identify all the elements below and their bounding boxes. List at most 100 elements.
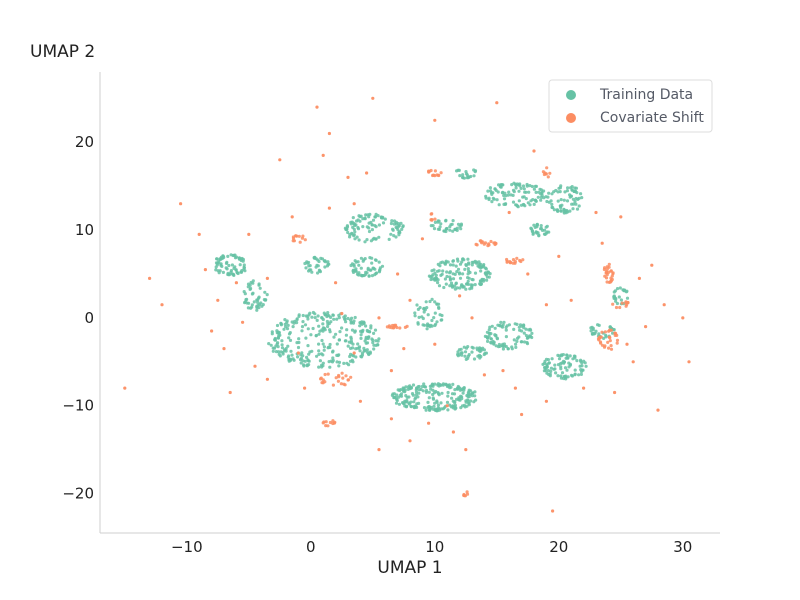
training-data-point — [240, 269, 244, 273]
training-data-point — [374, 212, 378, 216]
covariate-shift-point — [321, 153, 325, 157]
training-data-point — [565, 353, 569, 357]
training-data-point — [317, 342, 321, 346]
training-data-point — [351, 216, 355, 220]
training-data-point — [453, 400, 457, 404]
training-data-point — [522, 340, 527, 344]
training-data-point — [305, 355, 309, 359]
training-data-point — [416, 395, 420, 399]
training-data-point — [432, 404, 436, 408]
training-data-point — [289, 349, 293, 353]
training-data-point — [467, 390, 471, 394]
covariate-shift-point — [339, 382, 343, 386]
training-data-point — [463, 267, 467, 271]
training-data-point — [451, 259, 455, 263]
covariate-shift-point — [319, 377, 323, 381]
training-data-point — [321, 353, 325, 357]
training-data-point — [431, 224, 435, 228]
covariate-shift-point — [247, 232, 251, 236]
training-data-point — [444, 259, 448, 263]
training-data-point — [354, 269, 358, 273]
legend-box — [548, 79, 713, 133]
covariate-shift-point — [546, 175, 550, 179]
training-data-point — [405, 395, 409, 399]
training-data-point — [318, 359, 322, 363]
covariate-shift-point — [520, 412, 524, 417]
training-data-point — [351, 221, 355, 225]
training-data-point — [361, 259, 365, 263]
training-data-point — [214, 265, 218, 269]
training-data-point — [448, 278, 452, 282]
covariate-shift-point — [433, 169, 437, 173]
x-tick-label: −10 — [171, 538, 203, 556]
training-data-point — [448, 225, 452, 229]
training-data-point — [259, 301, 263, 305]
training-data-point — [426, 400, 430, 404]
training-data-point — [370, 223, 374, 227]
training-data-point — [467, 276, 471, 280]
training-data-point — [355, 272, 360, 276]
training-data-point — [514, 186, 518, 190]
training-data-point — [417, 315, 421, 319]
training-data-point — [522, 331, 526, 335]
training-data-point — [554, 371, 558, 375]
covariate-shift-point — [544, 303, 549, 307]
training-data-point — [335, 317, 339, 321]
training-data-point — [459, 347, 463, 351]
training-data-point — [566, 186, 570, 190]
legend-marker-training-data — [566, 90, 576, 100]
training-data-point — [359, 273, 363, 277]
training-data-point — [444, 227, 448, 231]
covariate-shift-point — [551, 509, 555, 513]
training-data-point — [281, 352, 285, 356]
training-data-point — [451, 382, 455, 386]
training-data-point — [487, 275, 491, 279]
training-data-point — [527, 190, 531, 194]
training-data-point — [326, 311, 330, 315]
training-data-point — [326, 313, 330, 317]
training-data-point — [451, 263, 455, 267]
training-data-point — [300, 325, 305, 329]
training-data-point — [323, 259, 327, 263]
training-data-point — [217, 259, 221, 263]
covariate-shift-point — [501, 369, 505, 373]
training-data-point — [562, 208, 566, 212]
training-data-point — [515, 203, 519, 207]
training-data-point — [563, 190, 567, 194]
training-data-point — [444, 219, 448, 223]
covariate-shift-point — [631, 360, 635, 364]
training-data-point — [331, 313, 335, 317]
x-ticks: −10 0 10 20 30 — [171, 538, 692, 556]
training-data-point — [413, 314, 417, 318]
training-data-point — [436, 406, 440, 410]
covariate-shift-point — [291, 235, 295, 239]
training-data-point — [612, 296, 616, 300]
training-data-point — [459, 227, 463, 231]
x-axis-title: UMAP 1 — [377, 558, 442, 578]
training-data-point — [433, 300, 437, 304]
training-data-point — [377, 270, 382, 274]
training-data-point — [432, 268, 436, 272]
training-data-point — [480, 265, 484, 269]
training-data-point — [580, 196, 584, 200]
training-data-point — [328, 330, 332, 334]
training-data-point — [525, 182, 529, 187]
covariate-shift-point — [602, 267, 607, 272]
training-data-point — [402, 386, 406, 391]
training-data-point — [381, 221, 386, 225]
training-data-point — [448, 263, 453, 267]
training-data-point — [615, 301, 620, 306]
training-data-point — [487, 197, 491, 202]
training-data-point — [424, 390, 428, 394]
training-data-point — [502, 342, 506, 346]
training-data-point — [344, 333, 348, 337]
training-data-point — [504, 194, 508, 198]
training-data-point — [556, 199, 560, 203]
covariate-shift-point — [430, 212, 434, 216]
y-axis-title: UMAP 2 — [30, 42, 95, 62]
training-data-point — [472, 174, 476, 178]
training-data-point — [374, 343, 378, 347]
covariate-shift-point — [297, 234, 301, 238]
training-data-point — [563, 374, 567, 379]
